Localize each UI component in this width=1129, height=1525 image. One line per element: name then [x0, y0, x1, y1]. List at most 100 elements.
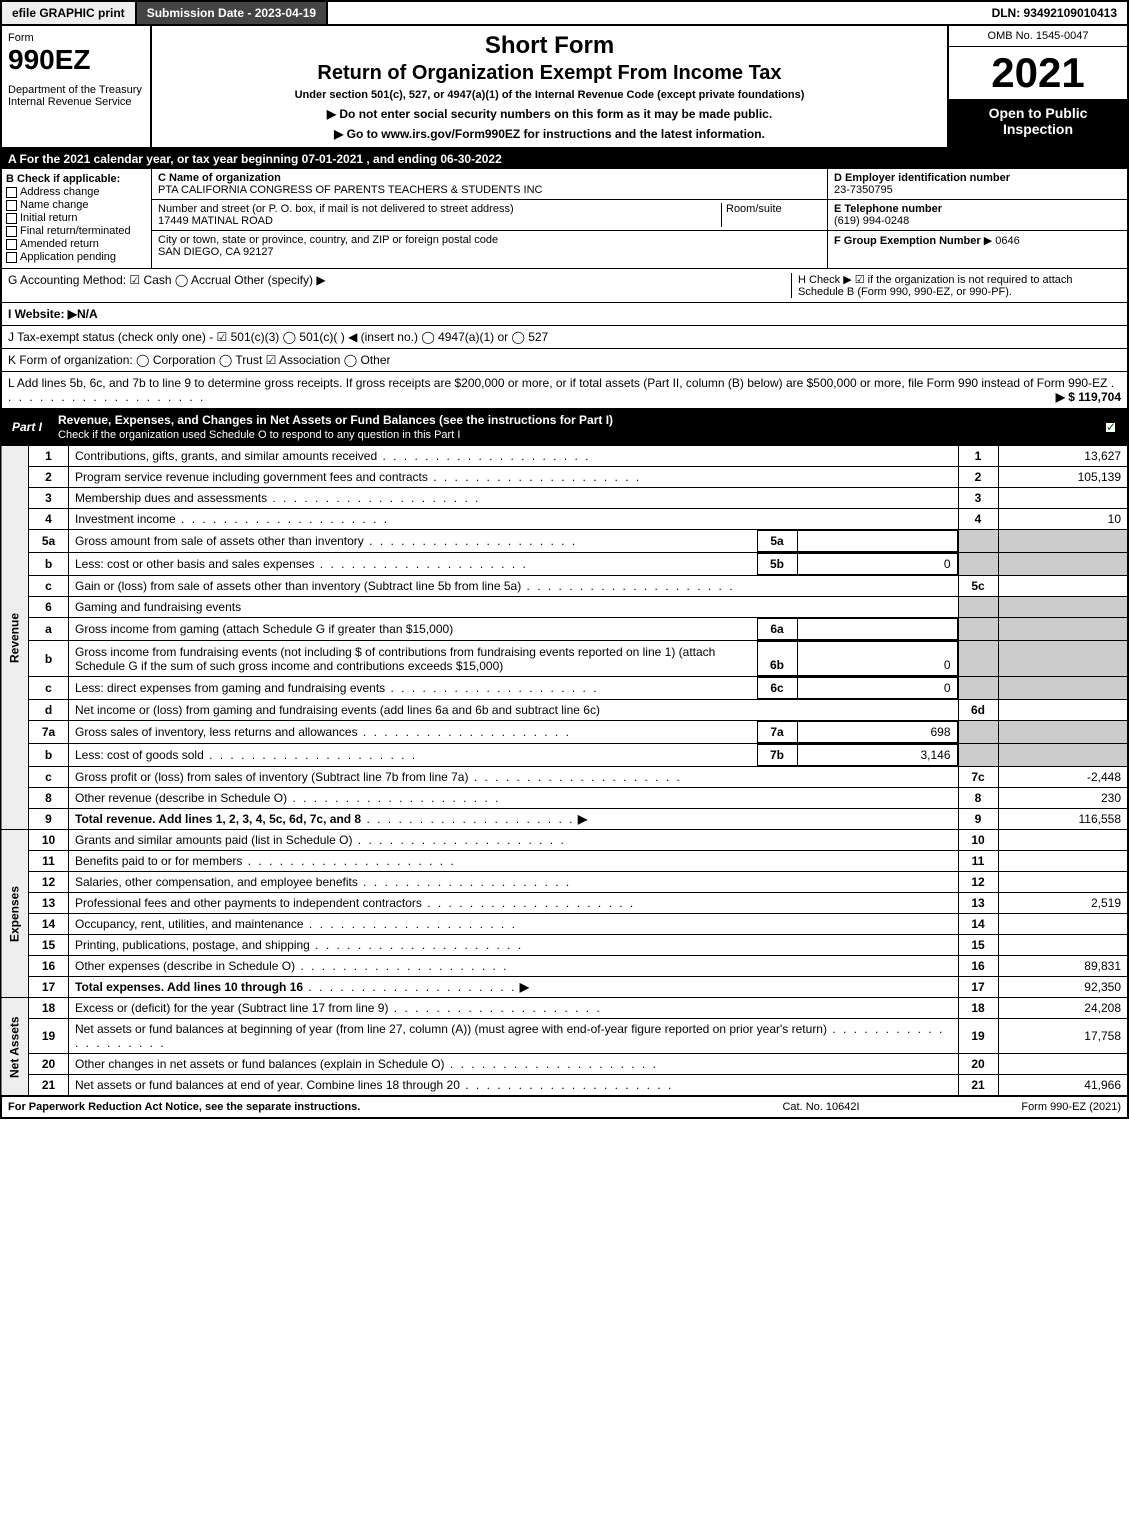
row-j-tax-exempt: J Tax-exempt status (check only one) - ☑… [0, 326, 1129, 349]
chk-address-change[interactable]: Address change [6, 186, 147, 198]
col-c-org-info: C Name of organization PTA CALIFORNIA CO… [152, 169, 827, 268]
row-i-website: I Website: ▶N/A [0, 303, 1129, 326]
c-street-row: Number and street (or P. O. box, if mail… [152, 200, 827, 231]
gross-receipts-value: ▶ $ 119,704 [1056, 390, 1121, 404]
line-15-text: Printing, publications, postage, and shi… [69, 935, 959, 956]
line-7c-value: -2,448 [998, 767, 1128, 788]
chk-amended-return[interactable]: Amended return [6, 238, 147, 250]
title-short-form: Short Form [158, 32, 941, 60]
c-city-row: City or town, state or province, country… [152, 231, 827, 261]
line-6d-value [998, 700, 1128, 721]
footer-left: For Paperwork Reduction Act Notice, see … [8, 1101, 721, 1113]
line-20-text: Other changes in net assets or fund bala… [69, 1054, 959, 1075]
top-toolbar: efile GRAPHIC print Submission Date - 20… [0, 0, 1129, 26]
row-l-gross-receipts: L Add lines 5b, 6c, and 7b to line 9 to … [0, 372, 1129, 409]
line-5b-text: Less: cost or other basis and sales expe… [69, 553, 959, 576]
part-i-label: Part I [2, 416, 52, 438]
line-10-value [998, 830, 1128, 851]
expenses-section-label: Expenses [1, 830, 29, 998]
line-5c-text: Gain or (loss) from sale of assets other… [69, 576, 959, 597]
line-6c-value: 0 [797, 678, 957, 699]
block-b-through-f: B Check if applicable: Address change Na… [0, 169, 1129, 269]
line-7b-value: 3,146 [797, 745, 957, 766]
d-ein: D Employer identification number23-73507… [828, 169, 1127, 200]
line-9-value: 116,558 [998, 809, 1128, 830]
line-19-value: 17,758 [998, 1019, 1128, 1054]
form-header: Form 990EZ Department of the Treasury In… [0, 26, 1129, 149]
line-16-value: 89,831 [998, 956, 1128, 977]
part-i-checkbox[interactable] [1097, 420, 1127, 434]
line-14-value [998, 914, 1128, 935]
line-14-text: Occupancy, rent, utilities, and maintena… [69, 914, 959, 935]
line-5b-value: 0 [797, 554, 957, 575]
ein-value: 23-7350795 [834, 184, 893, 196]
line-7a-text: Gross sales of inventory, less returns a… [69, 721, 959, 744]
line-3-text: Membership dues and assessments [69, 488, 959, 509]
room-suite-label: Room/suite [726, 203, 782, 215]
netassets-section-label: Net Assets [1, 998, 29, 1096]
row-a-tax-year: A For the 2021 calendar year, or tax yea… [0, 149, 1129, 169]
line-9-text: Total revenue. Add lines 1, 2, 3, 4, 5c,… [69, 809, 959, 830]
f-group-exemption: F Group Exemption Number ▶ 0646 [828, 231, 1127, 250]
part-i-table: Revenue 1Contributions, gifts, grants, a… [0, 445, 1129, 1096]
c-name-label: C Name of organization [158, 172, 817, 184]
open-public-inspection: Open to Public Inspection [949, 99, 1127, 147]
line-13-text: Professional fees and other payments to … [69, 893, 959, 914]
line-17-value: 92,350 [998, 977, 1128, 998]
line-6b-text: Gross income from fundraising events (no… [69, 641, 959, 677]
tax-year: 2021 [949, 47, 1127, 99]
dept-label: Department of the Treasury Internal Reve… [8, 84, 144, 108]
line-21-value: 41,966 [998, 1075, 1128, 1096]
line-7c-text: Gross profit or (loss) from sales of inv… [69, 767, 959, 788]
title-return: Return of Organization Exempt From Incom… [158, 62, 941, 85]
line-11-text: Benefits paid to or for members [69, 851, 959, 872]
line-20-value [998, 1054, 1128, 1075]
h-schedule-b: H Check ▶ ☑ if the organization is not r… [791, 273, 1121, 298]
line-5a-text: Gross amount from sale of assets other t… [69, 530, 959, 553]
line-4-text: Investment income [69, 509, 959, 530]
line-12-value [998, 872, 1128, 893]
line-6c-text: Less: direct expenses from gaming and fu… [69, 677, 959, 700]
footer-center: Cat. No. 10642I [721, 1101, 921, 1113]
row-g-h: G Accounting Method: ☑ Cash ◯ Accrual Ot… [0, 269, 1129, 303]
subtitle-goto: ▶ Go to www.irs.gov/Form990EZ for instru… [158, 127, 941, 141]
line-2-value: 105,139 [998, 467, 1128, 488]
org-name: PTA CALIFORNIA CONGRESS OF PARENTS TEACH… [158, 184, 821, 196]
efile-print-button[interactable]: efile GRAPHIC print [2, 2, 137, 24]
row-k-form-org: K Form of organization: ◯ Corporation ◯ … [0, 349, 1129, 372]
e-phone: E Telephone number(619) 994-0248 [828, 200, 1127, 231]
revenue-section-label: Revenue [1, 446, 29, 830]
line-4-value: 10 [998, 509, 1128, 530]
chk-application-pending[interactable]: Application pending [6, 251, 147, 263]
org-city: SAN DIEGO, CA 92127 [158, 246, 498, 258]
line-16-text: Other expenses (describe in Schedule O) [69, 956, 959, 977]
line-17-text: Total expenses. Add lines 10 through 16 … [69, 977, 959, 998]
line-6-text: Gaming and fundraising events [69, 597, 959, 618]
header-left: Form 990EZ Department of the Treasury In… [2, 26, 152, 147]
line-18-text: Excess or (deficit) for the year (Subtra… [69, 998, 959, 1019]
page-footer: For Paperwork Reduction Act Notice, see … [0, 1096, 1129, 1119]
chk-final-return[interactable]: Final return/terminated [6, 225, 147, 237]
dln-label: DLN: 93492109010413 [982, 2, 1127, 24]
line-6a-text: Gross income from gaming (attach Schedul… [69, 618, 959, 641]
line-21-text: Net assets or fund balances at end of ye… [69, 1075, 959, 1096]
submission-date-button[interactable]: Submission Date - 2023-04-19 [137, 2, 328, 24]
omb-number: OMB No. 1545-0047 [949, 26, 1127, 47]
group-exemption-value: ▶ 0646 [984, 235, 1020, 247]
line-2-text: Program service revenue including govern… [69, 467, 959, 488]
part-i-header: Part I Revenue, Expenses, and Changes in… [0, 409, 1129, 445]
chk-name-change[interactable]: Name change [6, 199, 147, 211]
line-11-value [998, 851, 1128, 872]
line-13-value: 2,519 [998, 893, 1128, 914]
line-10-text: Grants and similar amounts paid (list in… [69, 830, 959, 851]
line-1-value: 13,627 [998, 446, 1128, 467]
line-19-text: Net assets or fund balances at beginning… [69, 1019, 959, 1054]
form-number: 990EZ [8, 44, 144, 76]
line-8-text: Other revenue (describe in Schedule O) [69, 788, 959, 809]
col-d-e-f: D Employer identification number23-73507… [827, 169, 1127, 268]
line-3-value [998, 488, 1128, 509]
form-label: Form [8, 32, 144, 44]
chk-initial-return[interactable]: Initial return [6, 212, 147, 224]
line-15-value [998, 935, 1128, 956]
b-label: B Check if applicable: [6, 173, 120, 185]
